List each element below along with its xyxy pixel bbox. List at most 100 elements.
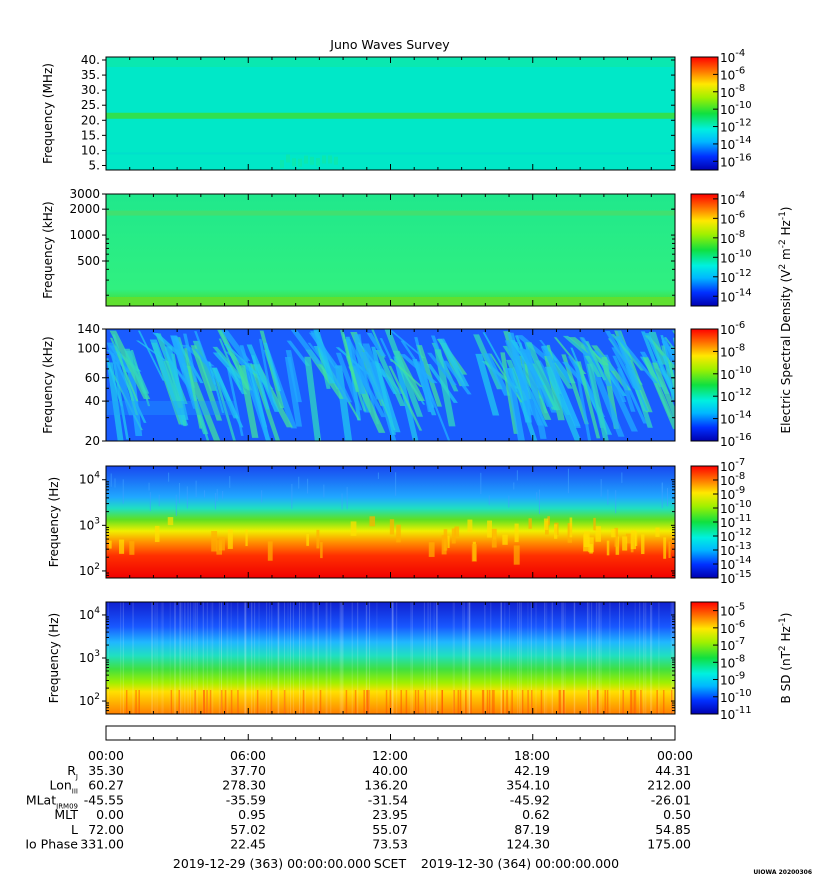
spectrogram-feature <box>149 492 151 512</box>
spectrogram-streak <box>202 602 204 714</box>
colorbar-tick-exponent: -6 <box>735 320 745 331</box>
spectrogram-streak <box>277 602 279 714</box>
chart-title: Juno Waves Survey <box>329 37 450 52</box>
ephemeris-value: -35.59 <box>226 792 266 807</box>
spectrogram-feature <box>635 531 638 547</box>
ephemeris-value: 0.50 <box>663 807 691 822</box>
spectrogram-streak <box>481 690 484 714</box>
ephemeris-value: -45.55 <box>84 792 124 807</box>
colorbar-tick-exponent: -10 <box>735 365 751 376</box>
spectrogram-streak <box>452 602 454 714</box>
emission-streak <box>106 358 123 407</box>
colorbar-tick-label: 10-12 <box>720 118 752 135</box>
spectrogram-streak <box>527 690 529 714</box>
spectrogram-feature <box>595 526 602 542</box>
spectrogram-feature <box>129 541 135 555</box>
spectrogram-streak <box>179 602 181 714</box>
scet-start: 2019-12-29 (363) 00:00:00.000 <box>173 856 371 871</box>
ephemeris-table: RJ 35.30 37.70 40.00 42.19 44.31 LonIII 60.27 27… <box>25 763 691 852</box>
spectrogram-streak <box>345 690 348 714</box>
spectrogram-streak <box>598 602 600 714</box>
spectrogram-streak <box>120 602 122 714</box>
emission-streak <box>258 338 274 405</box>
emission-streak <box>525 342 561 411</box>
spectrogram-streak <box>544 602 546 714</box>
spectrogram-streak <box>429 602 431 714</box>
colorbar-tick-label: 10-10 <box>720 248 752 265</box>
spectrogram-streak <box>245 602 247 714</box>
time-label: 18:00 <box>514 748 550 763</box>
y-axis-label: Frequency (kHz) <box>41 336 55 433</box>
spectrogram-streak <box>500 602 502 714</box>
emission-streak <box>443 360 472 395</box>
spectrogram-streak <box>630 690 633 714</box>
colorbar-tick-exponent: -14 <box>735 555 751 566</box>
colorbar-tick-exponent: -6 <box>735 619 745 630</box>
colorbar-tick-exponent: -12 <box>735 527 751 538</box>
spectrogram-streak <box>502 690 505 714</box>
emission-streak <box>388 365 423 431</box>
ephemeris-value: 87.19 <box>514 822 550 837</box>
spectrogram-streak <box>470 690 472 714</box>
spectrogram-streak <box>189 602 191 714</box>
spectrogram-feature <box>323 484 325 498</box>
spectrogram-streak <box>405 690 408 714</box>
emission-streak <box>399 354 438 384</box>
spectrogram-feature <box>615 490 617 514</box>
y-tick-label: 104 <box>79 471 100 487</box>
spectrogram-feature <box>158 494 160 507</box>
y-tick-label: 103 <box>79 516 100 532</box>
ephemeris-value: 72.00 <box>88 822 124 837</box>
y-tick-label: 5. <box>89 158 100 172</box>
ephemeris-label: MLT <box>54 807 78 822</box>
spectrogram-streak <box>366 690 368 714</box>
spectrogram-feature <box>625 533 632 544</box>
spectrogram-feature <box>487 520 493 538</box>
spectrogram-streak <box>298 602 300 714</box>
ephemeris-label: L <box>71 822 78 837</box>
label-part: Electric Spectral Density (V <box>779 269 793 434</box>
emission-band <box>106 210 675 216</box>
spectrogram-streak <box>622 602 624 714</box>
emission-streak <box>211 367 239 419</box>
spectrogram-streak <box>368 690 370 714</box>
ephemeris-value: 57.02 <box>230 822 266 837</box>
spectrogram-feature <box>195 480 197 497</box>
spectrogram-streak <box>107 602 109 714</box>
colorbar-tick-label: 10-4 <box>720 190 745 207</box>
ephemeris-value: 136.20 <box>364 778 408 793</box>
spectrogram-streak <box>357 602 359 714</box>
label-part: Lon <box>49 778 71 793</box>
spectrogram-band <box>106 401 236 415</box>
y-tick-exponent: 4 <box>94 606 100 616</box>
spectrogram-feature <box>508 495 510 508</box>
spectrogram-streak <box>640 690 642 714</box>
ephemeris-value: 124.30 <box>506 837 550 852</box>
spectrogram-streak <box>254 602 256 714</box>
spectrogram-streak <box>441 690 443 714</box>
y-axis-label: Frequency (kHz) <box>41 201 55 298</box>
colorbar-tick-exponent: -4 <box>735 190 745 201</box>
spectrogram-streak <box>591 602 593 714</box>
colorbar-tick-label: 10-16 <box>720 432 752 449</box>
spectrogram-streak <box>251 602 253 714</box>
spectrogram-feature <box>119 539 125 554</box>
spectrogram-feature <box>593 517 596 531</box>
spectrogram-streak <box>194 690 196 714</box>
spectrogram-streak <box>304 602 306 714</box>
spectrogram-feature <box>304 155 308 164</box>
spectrogram-feature <box>245 529 248 547</box>
spectrogram-streak <box>643 602 645 714</box>
colorbar-tick-label: 10-12 <box>720 268 752 285</box>
emission-streak <box>672 330 675 336</box>
emission-streak <box>111 353 129 440</box>
y-tick-exponent: 2 <box>94 692 100 702</box>
time-label: 00:00 <box>657 748 693 763</box>
spectrogram-feature <box>389 519 395 535</box>
ephemeris-value: 331.00 <box>80 837 124 852</box>
colorbar <box>690 56 719 171</box>
spectrogram-feature <box>216 488 218 502</box>
emission-streak <box>284 356 303 427</box>
scet-footer: 2019-12-29 (363) 00:00:00.000 SCET 2019-… <box>173 856 619 871</box>
emission-streak <box>304 356 322 441</box>
